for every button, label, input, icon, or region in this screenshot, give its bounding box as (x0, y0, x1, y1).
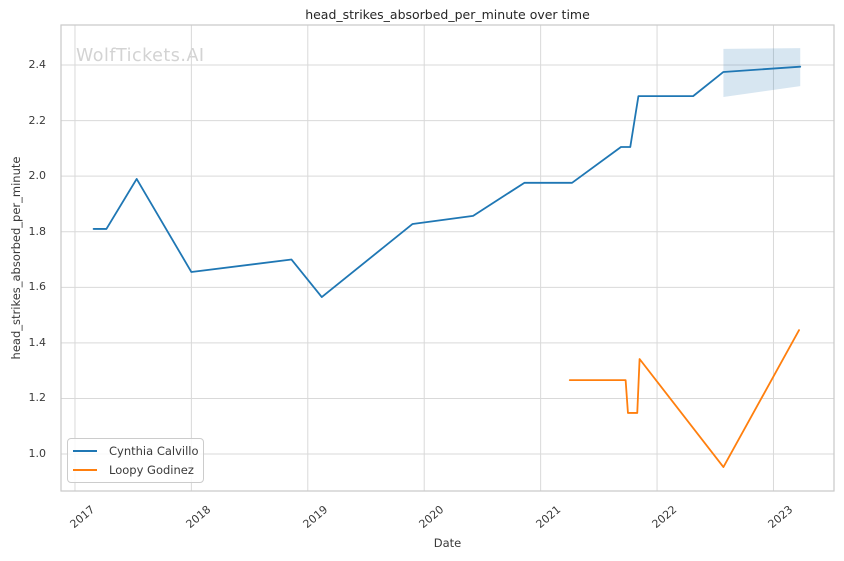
chart-title: head_strikes_absorbed_per_minute over ti… (305, 7, 590, 22)
legend-label: Loopy Godinez (109, 462, 194, 477)
x-axis-label: Date (433, 536, 462, 550)
y-tick-label: 1.2 (28, 391, 47, 405)
series-line-cynthia-calvillo (92, 65, 802, 298)
y-tick-label: 2.0 (28, 169, 47, 183)
legend: Cynthia Calvillo Loopy Godinez (67, 438, 204, 483)
y-axis-label: head_strikes_absorbed_per_minute (9, 156, 23, 360)
legend-swatch-cynthia-calvillo (73, 450, 97, 452)
y-tick-label: 1.4 (28, 335, 47, 349)
y-tick-label: 2.4 (28, 58, 47, 71)
y-tick-label: 1.6 (28, 280, 47, 294)
y-tick-label: 1.8 (28, 224, 47, 238)
plot-border (60, 24, 835, 492)
legend-label: Cynthia Calvillo (109, 443, 199, 458)
series-line-loopy-godinez (568, 329, 800, 469)
confidence-band (723, 48, 801, 97)
watermark: WolfTickets.AI (76, 46, 205, 66)
legend-item-cynthia-calvillo: Cynthia Calvillo (73, 443, 203, 458)
y-tick-label: 1.0 (28, 447, 47, 461)
legend-swatch-loopy-godinez (73, 469, 97, 471)
legend-item-loopy-godinez: Loopy Godinez (73, 462, 203, 477)
y-tick-label: 2.2 (28, 113, 47, 127)
